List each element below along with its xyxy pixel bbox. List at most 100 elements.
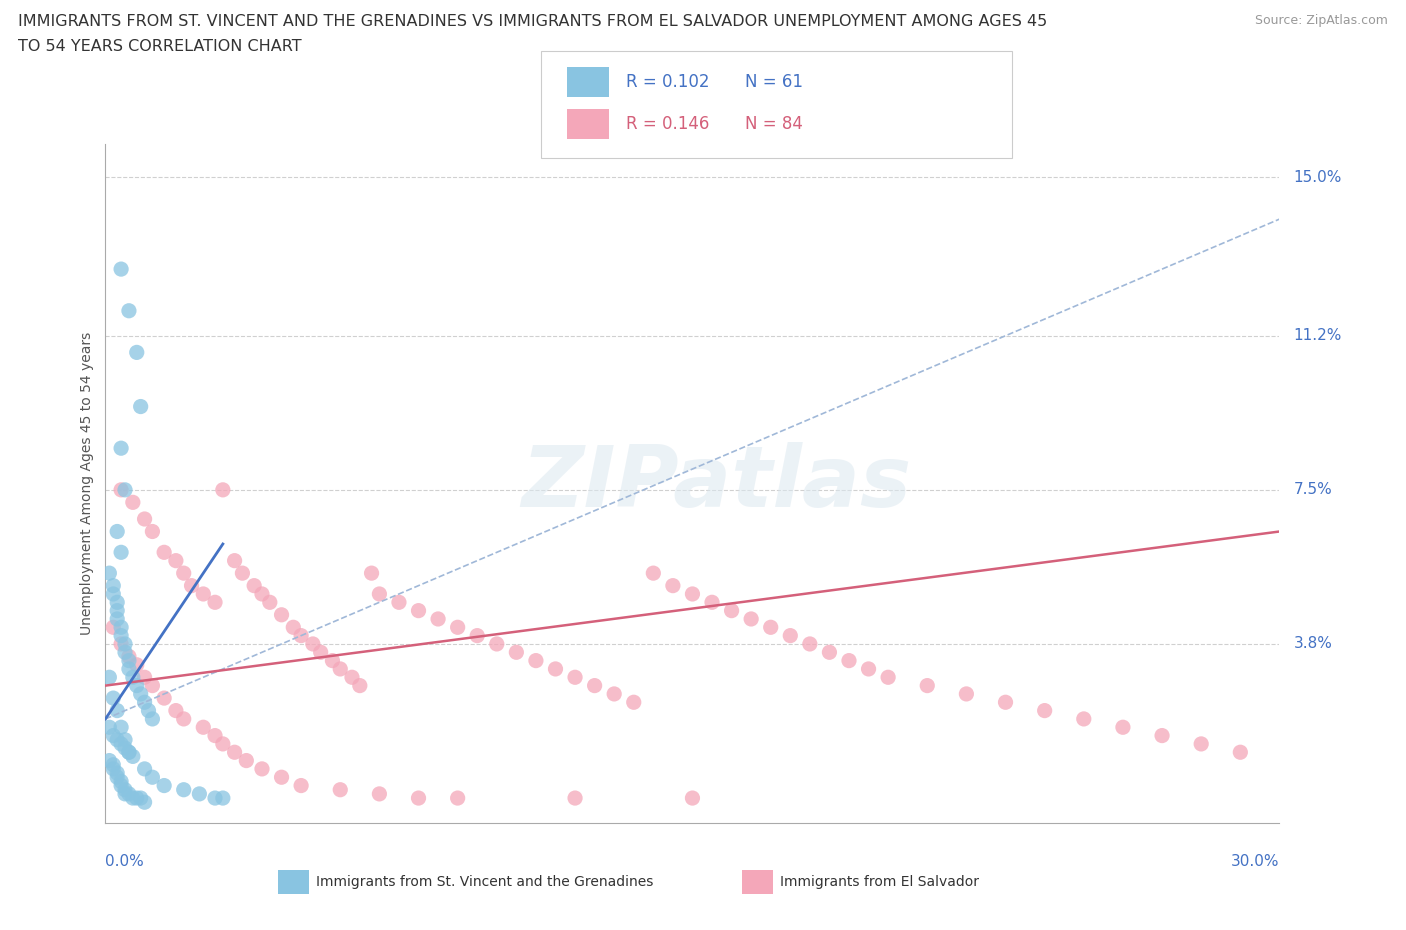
Point [114, 740, 136, 755]
Point [759, 620, 782, 635]
Point [118, 745, 141, 760]
Point [114, 787, 136, 802]
Point [110, 545, 132, 560]
Point [98, 670, 121, 684]
Point [740, 612, 762, 627]
Text: Immigrants from St. Vincent and the Grenadines: Immigrants from St. Vincent and the Gren… [316, 874, 654, 889]
Point [134, 795, 156, 810]
Point [838, 653, 860, 668]
Text: N = 61: N = 61 [745, 73, 803, 91]
Point [302, 636, 325, 651]
Point [134, 512, 156, 526]
Point [121, 495, 143, 510]
Text: Source: ZipAtlas.com: Source: ZipAtlas.com [1254, 14, 1388, 27]
Text: IMMIGRANTS FROM ST. VINCENT AND THE GRENADINES VS IMMIGRANTS FROM EL SALVADOR UN: IMMIGRANTS FROM ST. VINCENT AND THE GREN… [18, 14, 1047, 29]
Text: R = 0.146: R = 0.146 [626, 114, 709, 133]
Point [165, 703, 187, 718]
Point [290, 778, 312, 793]
Point [134, 695, 156, 710]
Point [103, 691, 125, 706]
Point [681, 587, 703, 602]
Point [173, 711, 195, 726]
Point [125, 790, 148, 805]
Point [408, 604, 430, 618]
Point [877, 670, 900, 684]
Point [153, 545, 176, 560]
Point [204, 595, 226, 610]
Point [134, 762, 156, 777]
Point [141, 711, 163, 726]
Point [110, 620, 132, 635]
Point [360, 565, 382, 580]
Point [915, 678, 938, 693]
Point [141, 770, 163, 785]
Point [134, 670, 156, 684]
Point [129, 686, 152, 701]
Point [103, 620, 125, 635]
Point [681, 790, 703, 805]
Point [700, 595, 723, 610]
Point [955, 686, 977, 701]
Point [235, 753, 257, 768]
Point [105, 612, 128, 627]
Text: 7.5%: 7.5% [1294, 483, 1333, 498]
Text: R = 0.102: R = 0.102 [626, 73, 709, 91]
Point [283, 620, 305, 635]
Point [1150, 728, 1173, 743]
Point [524, 653, 547, 668]
Point [173, 565, 195, 580]
Point [446, 790, 468, 805]
Point [388, 595, 411, 610]
Point [224, 553, 246, 568]
Point [138, 703, 160, 718]
Point [180, 578, 202, 593]
Point [110, 261, 132, 276]
Point [129, 399, 152, 414]
Point [153, 691, 176, 706]
Point [583, 678, 606, 693]
Point [114, 782, 136, 797]
Point [340, 670, 363, 684]
Point [1112, 720, 1135, 735]
Point [349, 678, 371, 693]
Point [103, 762, 125, 777]
Point [121, 790, 143, 805]
Text: 0.0%: 0.0% [105, 854, 145, 869]
Point [114, 636, 136, 651]
Point [329, 782, 352, 797]
Point [799, 636, 821, 651]
Point [243, 578, 266, 593]
Point [204, 790, 226, 805]
Point [121, 749, 143, 764]
Point [105, 595, 128, 610]
Point [544, 661, 567, 676]
Point [110, 636, 132, 651]
Y-axis label: Unemployment Among Ages 45 to 54 years: Unemployment Among Ages 45 to 54 years [80, 332, 94, 635]
Point [720, 604, 742, 618]
Text: Immigrants from El Salvador: Immigrants from El Salvador [780, 874, 980, 889]
Point [114, 644, 136, 659]
Point [368, 787, 391, 802]
Point [485, 636, 508, 651]
Point [114, 483, 136, 498]
Point [446, 620, 468, 635]
Point [103, 578, 125, 593]
Point [129, 790, 152, 805]
Text: ZIPatlas: ZIPatlas [520, 442, 911, 525]
Point [103, 587, 125, 602]
Point [564, 790, 586, 805]
Point [505, 644, 527, 659]
Point [118, 649, 141, 664]
Text: 3.8%: 3.8% [1294, 636, 1333, 651]
Point [105, 604, 128, 618]
Point [125, 345, 148, 360]
Point [1189, 737, 1212, 751]
Point [141, 525, 163, 539]
Point [211, 483, 233, 498]
Point [105, 770, 128, 785]
Point [224, 745, 246, 760]
Point [110, 737, 132, 751]
Point [994, 695, 1017, 710]
Point [779, 628, 801, 643]
Point [118, 745, 141, 760]
